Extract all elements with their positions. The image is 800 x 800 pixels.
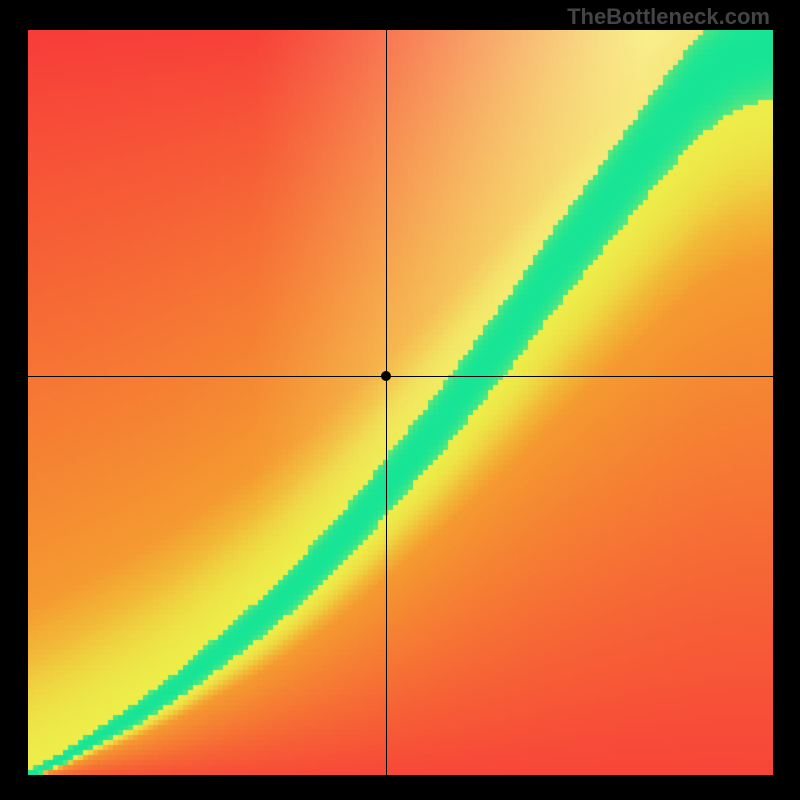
heatmap-canvas (28, 30, 773, 775)
watermark-text: TheBottleneck.com (567, 4, 770, 30)
heatmap-plot-area (28, 30, 773, 775)
chart-container: TheBottleneck.com (0, 0, 800, 800)
